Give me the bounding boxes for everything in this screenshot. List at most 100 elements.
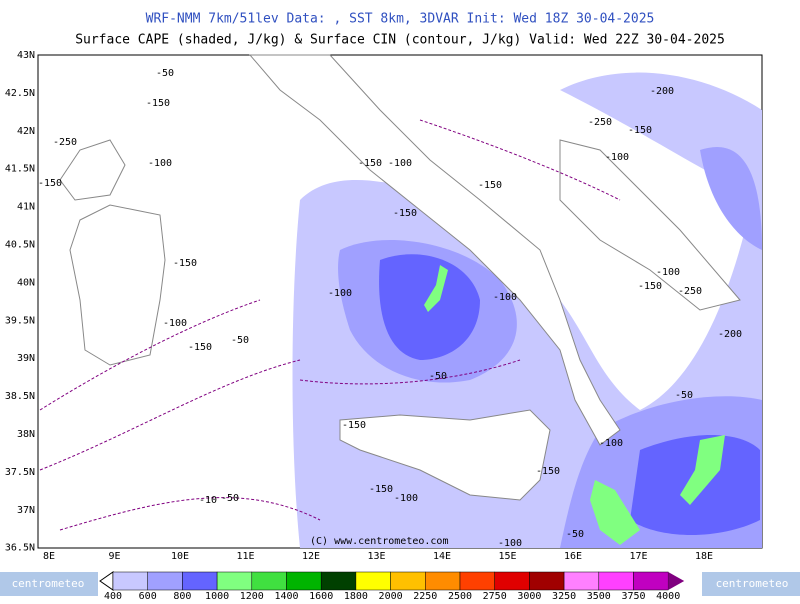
lat-label: 39.5N [5, 315, 35, 326]
contour-label: -200 [650, 86, 674, 97]
contour-label: -50 [231, 335, 249, 346]
map-area [37, 54, 763, 549]
contour-label: -150 [536, 466, 560, 477]
contour-label: -250 [678, 286, 702, 297]
contour-label: -50 [429, 371, 447, 382]
lat-label: 43N [17, 50, 35, 61]
lon-label: 12E [302, 551, 320, 562]
contour-label: -150 [173, 258, 197, 269]
lat-label: 41.5N [5, 164, 35, 175]
contour-label: -100 [493, 292, 517, 303]
legend-box [425, 571, 461, 591]
lat-label: 40N [17, 277, 35, 288]
header-line1: WRF-NMM 7km/51lev Data: , SST 8km, 3DVAR… [146, 12, 655, 27]
legend-arrow [668, 572, 685, 590]
contour-label: -250 [588, 117, 612, 128]
legend-label: 1200 [240, 591, 264, 600]
contour-label: -100 [328, 288, 352, 299]
legend-box [529, 571, 565, 591]
contour-label: -200 [718, 329, 742, 340]
lon-label: 16E [564, 551, 582, 562]
lat-label: 42.5N [5, 88, 35, 99]
contour-label: -150 [342, 420, 366, 431]
legend-label: 2000 [379, 591, 403, 600]
lat-label: 38.5N [5, 391, 35, 402]
legend-label: 2250 [413, 591, 437, 600]
legend-box [494, 571, 530, 591]
lon-label: 11E [236, 551, 254, 562]
legend-label: 1600 [309, 591, 333, 600]
legend-box [598, 571, 634, 591]
lon-label: 15E [498, 551, 516, 562]
legend-box [459, 571, 495, 591]
logo: centrometeo [12, 577, 85, 590]
lat-label: 37N [17, 505, 35, 516]
contour-label: -150 [358, 158, 382, 169]
contour-label: -100 [599, 438, 623, 449]
legend-label: 2500 [448, 591, 472, 600]
lat-label: 40.5N [5, 240, 35, 251]
legend-label: 800 [173, 591, 191, 600]
legend-box [147, 571, 183, 591]
lon-label: 10E [171, 551, 189, 562]
lat-label: 39N [17, 353, 35, 364]
legend-label: 4000 [656, 591, 680, 600]
legend-box [563, 571, 600, 591]
legend-label: 1400 [274, 591, 298, 600]
lon-label: 18E [695, 551, 713, 562]
legend-label: 1800 [344, 591, 368, 600]
legend-label: 3500 [587, 591, 611, 600]
contour-label: -50 [675, 390, 693, 401]
contour-label: -100 [656, 267, 680, 278]
logo: centrometeo [716, 577, 789, 590]
contour-label: -150 [393, 208, 417, 219]
contour-label: -250 [53, 137, 77, 148]
contour-label: -150 [369, 484, 393, 495]
legend-label: 600 [139, 591, 157, 600]
contour-label: -50 [566, 529, 584, 540]
lon-label: 9E [108, 551, 120, 562]
contour-label: -100 [388, 158, 412, 169]
lon-label: 8E [43, 551, 55, 562]
lat-label: 42N [17, 126, 35, 137]
contour-label: -150 [188, 342, 212, 353]
legend-box [112, 571, 148, 591]
lon-label: 17E [629, 551, 647, 562]
legend: centrometeo centrometeo [0, 571, 800, 596]
contour-label: -150 [146, 98, 170, 109]
contour-label: -100 [605, 152, 629, 163]
lat-label: 38N [17, 429, 35, 440]
lat-label: 41N [17, 202, 35, 213]
lat-label: 37.5N [5, 467, 35, 478]
contour-label: -150 [478, 180, 502, 191]
legend-label: 3000 [517, 591, 541, 600]
contour-label: -150 [638, 281, 662, 292]
legend-label: 400 [104, 591, 122, 600]
legend-label: 1000 [205, 591, 229, 600]
lon-label: 14E [433, 551, 451, 562]
contour-label: -150 [628, 125, 652, 136]
contour-label: -100 [498, 538, 522, 549]
contour-label: -100 [163, 318, 187, 329]
legend-label: 3250 [552, 591, 576, 600]
legend-box [355, 571, 391, 591]
contour-label: -150 [38, 178, 62, 189]
legend-box [390, 571, 426, 591]
header-line2: Surface CAPE (shaded, J/kg) & Surface CI… [75, 33, 725, 48]
legend-label: 2750 [483, 591, 507, 600]
contour-label: -50 [156, 68, 174, 79]
legend-box [320, 571, 357, 591]
legend-box [216, 571, 253, 591]
legend-label: 3750 [621, 591, 645, 600]
copyright: (C) www.centrometeo.com [310, 536, 448, 547]
contour-label: -100 [394, 493, 418, 504]
contour-label: -50 [221, 493, 239, 504]
contour-label: -100 [148, 158, 172, 169]
legend-box [633, 571, 669, 591]
lat-label: 36.5N [5, 543, 35, 554]
contour-label: -10 [199, 495, 217, 506]
lon-label: 13E [367, 551, 385, 562]
legend-box [286, 571, 322, 591]
legend-box [251, 571, 287, 591]
